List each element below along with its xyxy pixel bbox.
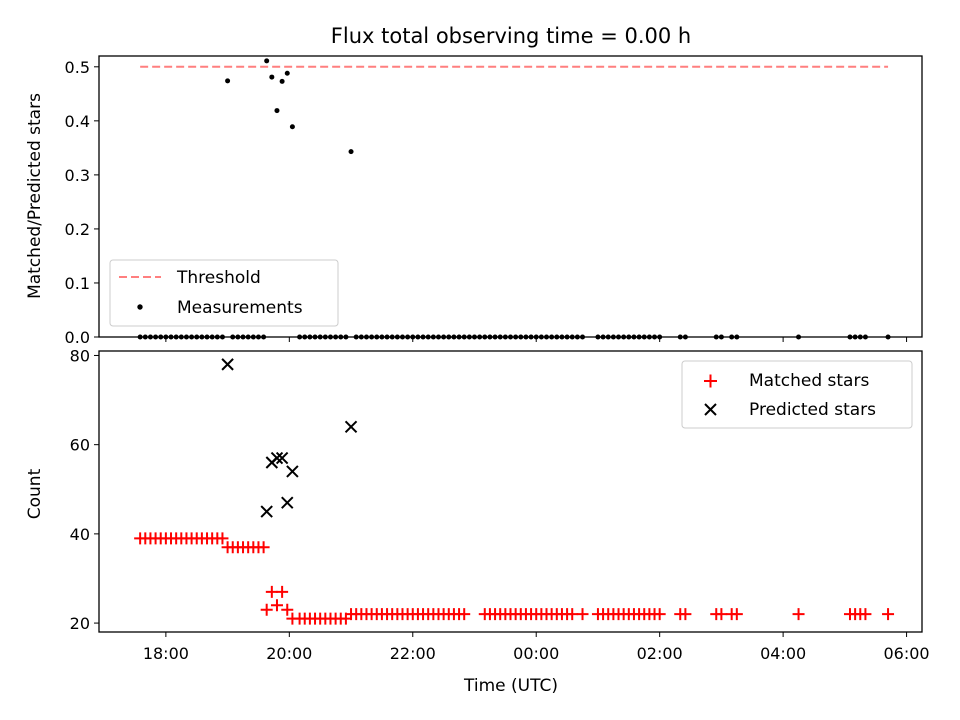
bottom-x-tick-label: 02:00 [637, 644, 683, 663]
measurement-point [264, 58, 270, 64]
bottom-legend-box [681, 360, 913, 429]
measurements-legend-swatch [137, 304, 143, 310]
bottom-axes-frame [98, 350, 923, 633]
top-panel: 0.0 0.1 0.2 0.3 0.4 0.5 Matched/Predicted sta… [25, 55, 923, 347]
bottom-plot-marks [134, 358, 895, 625]
predicted-star-marker [260, 505, 273, 518]
predicted-legend-label: Predicted stars [749, 400, 876, 420]
matched-star-marker [576, 608, 589, 621]
matched-star-marker [882, 608, 895, 621]
measurement-point [289, 124, 295, 130]
matched-star-marker [679, 608, 692, 621]
matched-star-marker [216, 532, 229, 545]
measurements-legend-label: Measurements [177, 298, 303, 318]
matched-star-marker [730, 608, 743, 621]
matched-star-marker [458, 608, 471, 621]
predicted-star-marker [281, 496, 294, 509]
chart-title: Flux total observing time = 0.00 h [331, 24, 691, 48]
predicted-star-marker [275, 451, 289, 465]
bottom-x-tick-label: 20:00 [266, 644, 312, 663]
bottom-y-ticks: 20 40 60 80 [70, 346, 99, 633]
predicted-star-marker [286, 465, 299, 478]
top-legend: Threshold Measurements [109, 259, 339, 327]
top-y-tick-label: 0.3 [65, 166, 90, 185]
matched-star-marker [566, 608, 579, 621]
bottom-legend: Matched stars Predicted stars [681, 360, 913, 429]
bottom-x-tick-label: 04:00 [760, 644, 806, 663]
matched-star-marker [270, 599, 283, 612]
measurement-point [269, 74, 275, 80]
matched-star-marker [281, 603, 294, 616]
bottom-y-tick-label: 40 [70, 525, 90, 544]
bottom-y-tick-label: 60 [70, 436, 90, 455]
matched-star-marker [276, 585, 289, 598]
measurement-point [225, 78, 231, 84]
top-y-tick-label: 0.4 [65, 112, 90, 131]
matched-legend-label: Matched stars [749, 371, 869, 391]
bottom-x-tick-label: 06:00 [884, 644, 930, 663]
measurement-point [274, 108, 280, 114]
threshold-legend-label: Threshold [176, 268, 261, 288]
bottom-x-tick-label: 22:00 [390, 644, 436, 663]
matched-star-marker [859, 608, 872, 621]
matched-star-marker [653, 608, 666, 621]
top-y-tick-label: 0.1 [65, 274, 90, 293]
matched-star-marker [792, 608, 805, 621]
matched-star-marker [715, 608, 728, 621]
predicted-star-marker [221, 358, 234, 371]
predicted-star-marker [344, 420, 358, 434]
measurement-point [279, 78, 285, 84]
measurement-point [284, 70, 290, 76]
top-axes-frame [98, 55, 923, 338]
top-y-tick-label: 0.0 [65, 328, 90, 347]
predicted-legend-swatch [704, 403, 717, 416]
top-y-tick-label: 0.2 [65, 220, 90, 239]
bottom-x-tick-label: 18:00 [143, 644, 189, 663]
x-axis-label: Time (UTC) [463, 676, 558, 696]
top-y-ticks: 0.0 0.1 0.2 0.3 0.4 0.5 [65, 58, 99, 347]
top-y-tick-label: 0.5 [65, 58, 90, 77]
bottom-y-axis-label: Count [25, 468, 45, 519]
bottom-y-tick-label: 20 [70, 614, 90, 633]
bottom-panel: 20 40 60 80 18:00 20:00 22:00 00:00 02:00 04:00 0… [25, 346, 930, 696]
bottom-x-ticks: 18:00 20:00 22:00 00:00 02:00 04:00 06:00 [143, 632, 930, 663]
top-legend-box [109, 259, 339, 327]
bottom-y-tick-label: 80 [70, 346, 90, 365]
bottom-x-tick-label: 00:00 [513, 644, 559, 663]
matched-legend-swatch [704, 374, 717, 388]
measurement-point [348, 149, 354, 155]
matched-star-marker [265, 585, 278, 598]
matched-star-marker [260, 603, 273, 616]
predicted-star-marker [270, 451, 284, 465]
matched-star-marker [286, 612, 299, 625]
top-y-axis-label: Matched/Predicted stars [25, 93, 45, 299]
matched-star-marker [257, 541, 270, 554]
top-x-ticks [165, 337, 908, 342]
